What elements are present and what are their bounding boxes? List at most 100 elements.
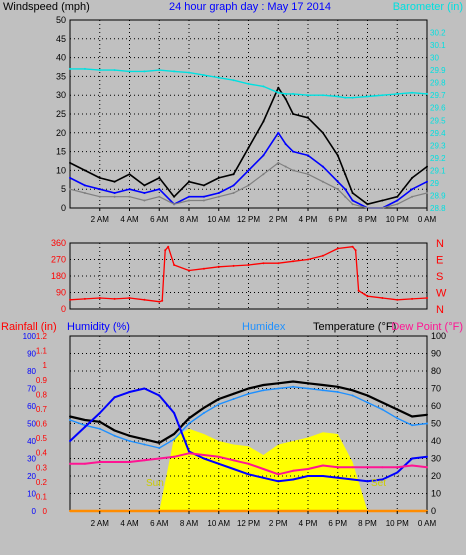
wind-gray-point [292, 169, 295, 172]
wind-average-point [426, 180, 428, 183]
direction-point [363, 293, 366, 296]
humidity-point [351, 478, 354, 481]
dew_point-point [217, 455, 220, 458]
direction-point [113, 297, 116, 300]
humidex-point [232, 398, 235, 400]
barometer-ticks: 28.8 28.9 29 29.1 29.2 29.3 29.4 29.5 29.6 29.7 29… [430, 29, 446, 213]
x-tick-label: 4 PM [299, 519, 318, 528]
humidity-point [143, 387, 146, 390]
y-tick-label: 40 [56, 53, 66, 63]
temperature-point [366, 394, 369, 397]
humidity-point [321, 475, 324, 477]
wind-gust-point [113, 180, 116, 183]
direction-point [247, 264, 250, 266]
wind-gray-point [173, 203, 176, 206]
y-tick-label: 5 [61, 184, 66, 194]
direction-point [426, 297, 428, 299]
y-tick-label: 80 [27, 367, 36, 376]
x-tick-label: 12 PM [237, 519, 260, 528]
humidity-point [128, 391, 131, 393]
compass-label: N [436, 238, 444, 250]
humidity-point [98, 412, 101, 414]
dew_point-point [426, 466, 428, 469]
humidex-point [381, 408, 384, 411]
rainfall-ticks: 0 0.1 0.2 0.3 0.4 0.5 0.6 0.7 0.8 0.9 1 1.1 1.2 [36, 332, 48, 516]
wind-gray-point [426, 192, 428, 194]
rainfall-point [381, 510, 384, 512]
wind-gray-point [381, 207, 384, 209]
direction-point [158, 300, 161, 303]
temperature-point [247, 387, 250, 390]
wind-gust-point [128, 173, 131, 176]
dew_point-point [351, 466, 354, 469]
humidex-point [217, 403, 220, 406]
wind-gust-point [396, 195, 399, 198]
dew_point-point [277, 473, 280, 476]
wind-gust-point [411, 176, 414, 179]
direction-point [396, 298, 399, 301]
sunrise-label: Sun [146, 478, 164, 489]
rainfall-point [262, 510, 265, 512]
y-tick-label: 70 [431, 384, 441, 394]
y-tick-label: 35 [56, 71, 66, 81]
x-tick-label: 6 AM [150, 215, 169, 224]
humidity-point [381, 478, 384, 481]
direction-grid [70, 243, 427, 309]
humidex-point [366, 401, 369, 404]
wind-average-point [128, 188, 131, 191]
wind-average-point [321, 165, 324, 168]
temperature-point [173, 433, 176, 435]
temperature-chart: 0 0.1 0.2 0.3 0.4 0.5 0.6 0.7 0.8 0.9 1 1.1 1.2 0 10 2… [23, 331, 446, 528]
wind-gray-point [277, 161, 280, 164]
wind-gray-point [202, 199, 205, 202]
temperature-point [336, 385, 339, 388]
humidex-point [396, 417, 399, 420]
direction-point [217, 265, 220, 268]
wind-barometer-point [284, 92, 287, 95]
wind-barometer-point [307, 94, 309, 97]
compass-label: S [436, 271, 443, 283]
x-tick-label: 10 PM [386, 215, 409, 224]
direction-point [351, 245, 354, 248]
dew_point-point [396, 466, 399, 469]
wind-barometer-point [336, 95, 339, 98]
solar-series [70, 428, 427, 511]
x-tick-label: 0 AM [418, 519, 437, 528]
humidity-point [83, 426, 86, 428]
y-tick-label: 0.5 [36, 434, 48, 443]
y-tick-label: 30.1 [430, 41, 446, 50]
direction-point [161, 299, 164, 302]
y-tick-label: 40 [27, 437, 36, 446]
wind-average-point [307, 154, 309, 157]
wind-barometer-point [128, 70, 131, 73]
humidity-point [188, 450, 190, 453]
direction-y-ticks: 0 90 180 270 360 [51, 238, 66, 314]
x-tick-label: 10 AM [207, 215, 230, 224]
y-tick-label: 30 [430, 54, 439, 63]
temperature-point [262, 384, 265, 386]
humidex-point [247, 392, 250, 395]
temperature-ticks: 0 10 20 30 40 50 60 70 80 90 100 [431, 331, 446, 516]
humidity-ticks: 0 10 20 30 40 50 60 70 80 90 100 [23, 332, 37, 516]
y-tick-label: 60 [431, 401, 441, 411]
dew_point-point [262, 468, 265, 470]
x-tick-label: 8 AM [180, 519, 199, 528]
humidity-point [336, 476, 339, 479]
dew_point-point [411, 464, 414, 467]
temperature-point [83, 419, 86, 421]
direction-point [262, 262, 265, 265]
temperature-point [381, 401, 384, 404]
solar-area [70, 428, 427, 511]
humidex-point [262, 389, 265, 392]
wind-left-label: Windspeed (mph) [3, 1, 90, 13]
wind-average-point [83, 184, 86, 187]
humidex-point [277, 387, 280, 390]
wind-gust-point [247, 146, 250, 149]
y-tick-label: 50 [56, 15, 66, 25]
humidity-point [292, 478, 295, 481]
direction-point [357, 289, 360, 292]
y-tick-label: 1 [43, 361, 48, 370]
wind-gust-point [98, 176, 101, 179]
